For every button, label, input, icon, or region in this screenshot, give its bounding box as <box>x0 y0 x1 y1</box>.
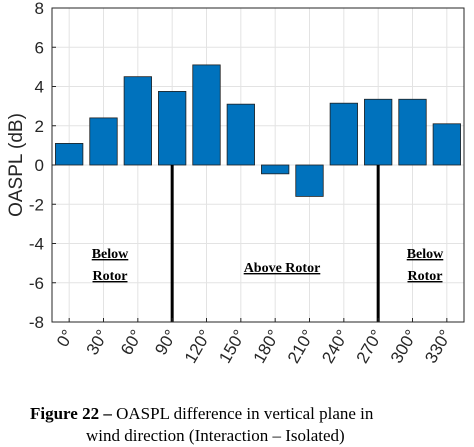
region-label-2-line-1: Below <box>407 247 444 262</box>
x-tick-label-10: 300° <box>387 327 421 367</box>
x-tick-label-8: 240° <box>318 327 352 367</box>
x-tick-label-9: 270° <box>353 327 387 367</box>
bar-7 <box>295 164 324 197</box>
caption-line-2: wind direction (Interaction – Isolated) <box>86 426 345 445</box>
bar-1 <box>89 117 118 166</box>
x-tick-label-11: 330° <box>421 327 455 367</box>
y-tick-label-1: -6 <box>29 274 44 293</box>
region-label-0-line-1: Below <box>92 247 129 262</box>
bar-3 <box>158 91 187 166</box>
bar-6 <box>261 164 290 175</box>
divider-lines <box>170 165 380 322</box>
figure-caption-line-2: wind direction (Interaction – Isolated) <box>86 426 474 446</box>
x-tick-label-6: 180° <box>250 327 284 367</box>
bar-4 <box>192 64 221 166</box>
x-tick-label-1: 30° <box>83 327 112 359</box>
caption-line-1: OASPL difference in vertical plane in <box>111 404 374 423</box>
bar-9 <box>364 98 393 166</box>
region-label-0-line-2: Rotor <box>93 269 128 284</box>
bar-5 <box>226 103 255 166</box>
region-labels: Below Rotor Above Rotor Below Rotor <box>92 247 444 284</box>
figure-label: Figure 22 – <box>30 404 112 423</box>
y-tick-label-5: 2 <box>35 117 44 136</box>
x-tick-label-5: 150° <box>215 327 249 367</box>
y-tick-label-3: -2 <box>29 195 44 214</box>
y-axis-label: OASPL (dB) <box>6 113 27 217</box>
y-tick-labels: -8 -6 -4 -2 0 2 4 6 8 <box>29 0 56 332</box>
y-tick-label-2: -4 <box>29 235 44 254</box>
x-tick-labels: 0° 30° 60° 90° 120° 150° 180° 210° 240° 270° 300° 3… <box>53 318 455 366</box>
figure-caption: Figure 22 – OASPL difference in vertical… <box>30 404 474 424</box>
x-tick-label-4: 120° <box>181 327 215 367</box>
y-tick-label-7: 6 <box>35 38 44 57</box>
bar-11 <box>432 123 461 166</box>
x-tick-label-7: 210° <box>284 327 318 367</box>
x-tick-label-2: 60° <box>117 327 146 359</box>
x-tick-label-3: 90° <box>151 327 180 359</box>
bar-2 <box>123 76 152 166</box>
bar-0 <box>55 143 84 166</box>
y-tick-label-0: -8 <box>29 313 44 332</box>
bar-10 <box>398 98 427 166</box>
y-tick-label-4: 0 <box>35 156 44 175</box>
bars <box>55 64 461 197</box>
x-tick-label-0: 0° <box>53 327 78 351</box>
region-label-1-line-1: Above Rotor <box>244 261 321 276</box>
bar-8 <box>329 102 358 166</box>
y-tick-label-6: 4 <box>35 78 44 97</box>
region-label-2-line-2: Rotor <box>408 269 443 284</box>
y-tick-label-8: 8 <box>35 0 44 18</box>
